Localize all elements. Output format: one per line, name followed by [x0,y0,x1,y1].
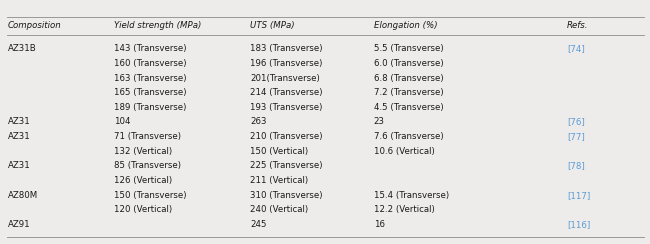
Text: 196 (Transverse): 196 (Transverse) [250,59,322,68]
Text: [116]: [116] [567,220,590,229]
Text: 214 (Transverse): 214 (Transverse) [250,88,323,97]
Text: 183 (Transverse): 183 (Transverse) [250,44,323,53]
Text: Yield strength (MPa): Yield strength (MPa) [114,21,201,30]
Text: 240 (Vertical): 240 (Vertical) [250,205,308,214]
Text: 6.0 (Transverse): 6.0 (Transverse) [374,59,443,68]
Text: 12.2 (Vertical): 12.2 (Vertical) [374,205,434,214]
Text: 85 (Transverse): 85 (Transverse) [114,162,181,170]
Text: 193 (Transverse): 193 (Transverse) [250,103,322,112]
Text: 10.6 (Vertical): 10.6 (Vertical) [374,147,434,156]
Text: 310 (Transverse): 310 (Transverse) [250,191,323,200]
Text: Elongation (%): Elongation (%) [374,21,437,30]
Text: 210 (Transverse): 210 (Transverse) [250,132,323,141]
Text: [117]: [117] [567,191,590,200]
Text: 160 (Transverse): 160 (Transverse) [114,59,187,68]
Text: UTS (MPa): UTS (MPa) [250,21,295,30]
Text: [74]: [74] [567,44,584,53]
Text: 16: 16 [374,220,385,229]
Text: AZ80M: AZ80M [8,191,38,200]
Text: [77]: [77] [567,132,584,141]
Text: AZ31B: AZ31B [8,44,36,53]
Text: 263: 263 [250,118,266,126]
Text: [78]: [78] [567,162,584,170]
Text: 15.4 (Transverse): 15.4 (Transverse) [374,191,449,200]
Text: 7.2 (Transverse): 7.2 (Transverse) [374,88,443,97]
Text: 150 (Vertical): 150 (Vertical) [250,147,308,156]
Text: 245: 245 [250,220,266,229]
Text: AZ91: AZ91 [8,220,31,229]
Text: 150 (Transverse): 150 (Transverse) [114,191,187,200]
Text: [76]: [76] [567,118,584,126]
Text: 225 (Transverse): 225 (Transverse) [250,162,323,170]
Text: 23: 23 [374,118,385,126]
Text: AZ31: AZ31 [8,132,31,141]
Text: AZ31: AZ31 [8,118,31,126]
Text: 126 (Vertical): 126 (Vertical) [114,176,172,185]
Text: AZ31: AZ31 [8,162,31,170]
Text: 7.6 (Transverse): 7.6 (Transverse) [374,132,443,141]
Text: 163 (Transverse): 163 (Transverse) [114,74,187,82]
Text: 211 (Vertical): 211 (Vertical) [250,176,308,185]
Text: 165 (Transverse): 165 (Transverse) [114,88,187,97]
Text: 71 (Transverse): 71 (Transverse) [114,132,181,141]
Text: 201(Transverse): 201(Transverse) [250,74,320,82]
Text: 143 (Transverse): 143 (Transverse) [114,44,187,53]
Text: Composition: Composition [8,21,62,30]
Text: 132 (Vertical): 132 (Vertical) [114,147,172,156]
Text: 104: 104 [114,118,130,126]
Text: 189 (Transverse): 189 (Transverse) [114,103,186,112]
Text: 4.5 (Transverse): 4.5 (Transverse) [374,103,443,112]
Text: 6.8 (Transverse): 6.8 (Transverse) [374,74,443,82]
Text: 5.5 (Transverse): 5.5 (Transverse) [374,44,443,53]
Text: 120 (Vertical): 120 (Vertical) [114,205,172,214]
Text: Refs.: Refs. [567,21,588,30]
